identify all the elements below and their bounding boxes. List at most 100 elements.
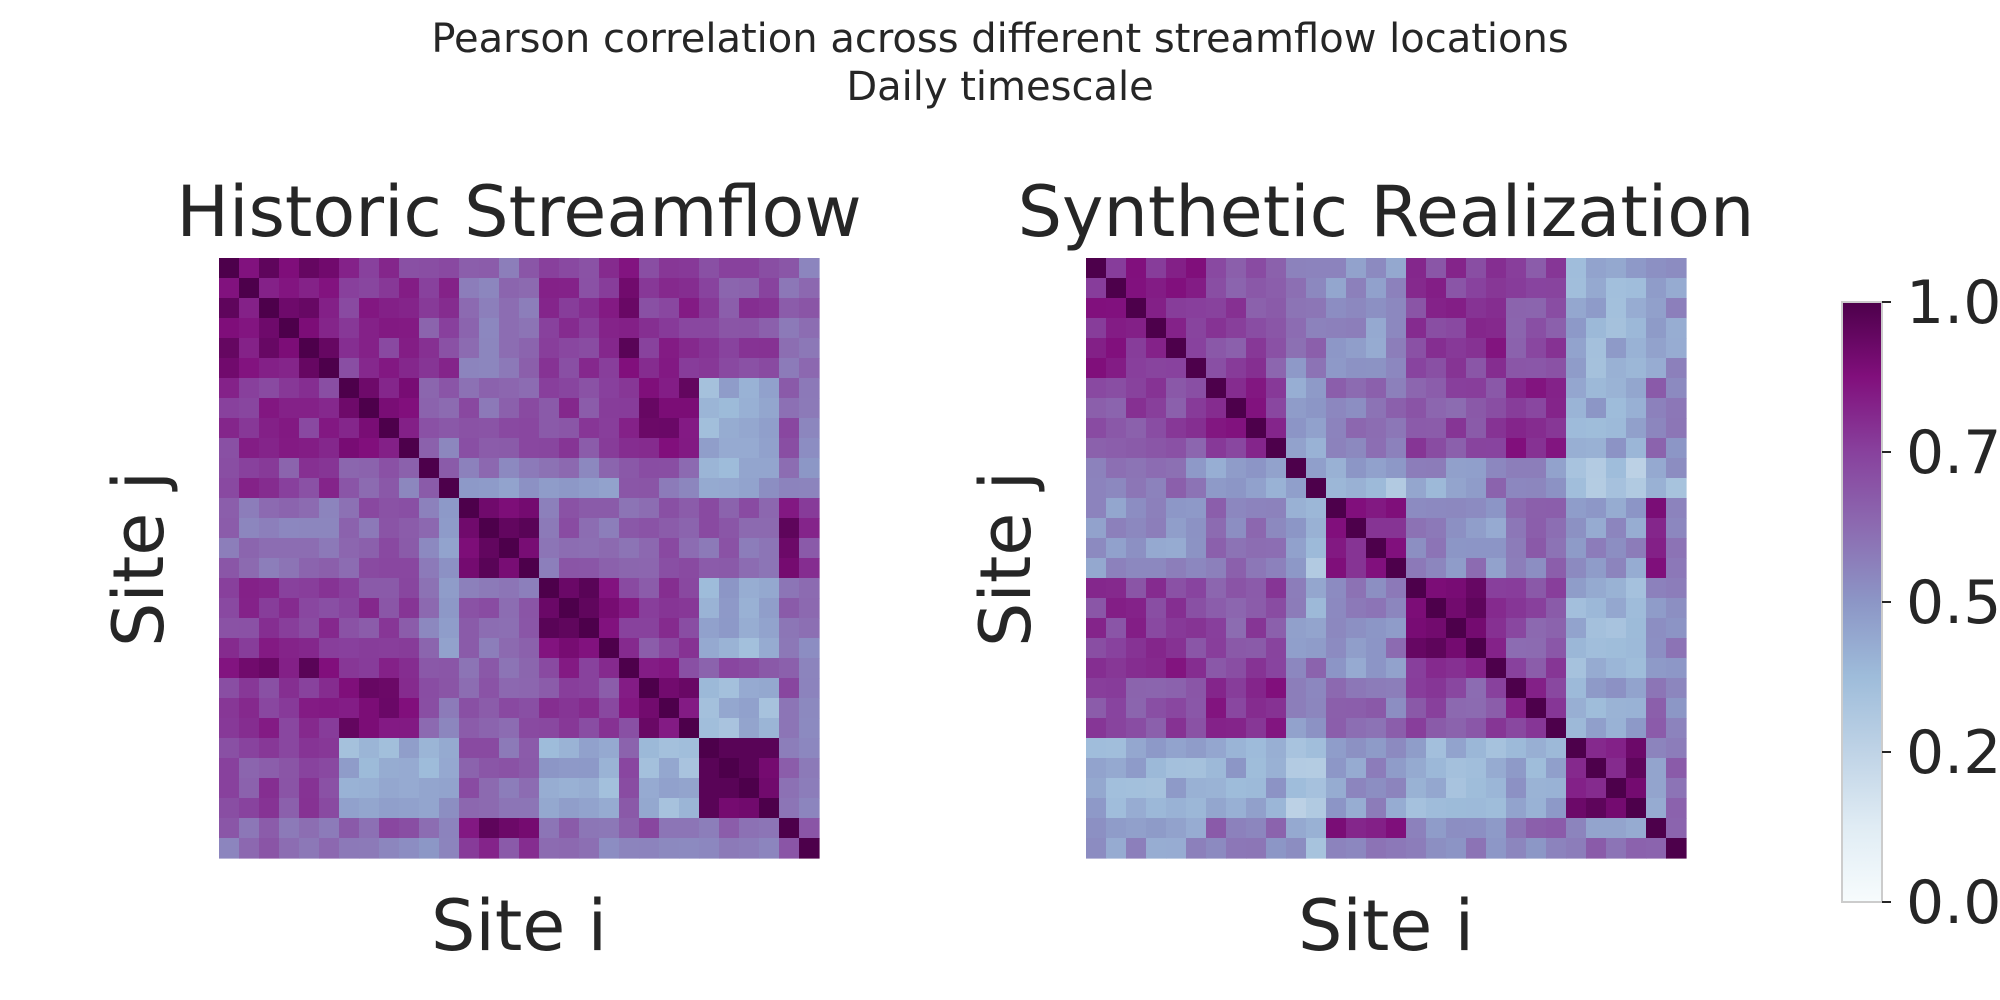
heatmap-cell xyxy=(679,758,700,779)
heatmap-cell xyxy=(1326,578,1347,599)
heatmap-cell xyxy=(679,338,700,359)
heatmap-cell xyxy=(1146,738,1167,759)
heatmap-cell xyxy=(1206,578,1227,599)
heatmap-cell xyxy=(1206,718,1227,739)
heatmap-cell xyxy=(619,378,640,399)
heatmap-cell xyxy=(1306,838,1327,859)
heatmap-cell xyxy=(739,458,760,479)
heatmap-cell xyxy=(379,498,400,519)
heatmap-cell xyxy=(559,658,580,679)
heatmap-cell xyxy=(1506,638,1527,659)
heatmap-cell xyxy=(559,558,580,579)
heatmap-cell xyxy=(779,678,800,699)
heatmap-cell xyxy=(1646,478,1667,499)
heatmap-cell xyxy=(239,298,260,319)
heatmap-cell xyxy=(639,358,660,379)
heatmap-cell xyxy=(1426,258,1447,279)
heatmap-cell xyxy=(1666,738,1687,759)
heatmap-cell xyxy=(359,498,380,519)
heatmap-cell xyxy=(1566,378,1587,399)
heatmap-cell xyxy=(1426,398,1447,419)
heatmap-cell xyxy=(359,698,380,719)
heatmap-cell xyxy=(599,458,620,479)
heatmap-cell xyxy=(539,458,560,479)
heatmap-cell xyxy=(1646,698,1667,719)
heatmap-cell xyxy=(1606,478,1627,499)
heatmap-cell xyxy=(1486,378,1507,399)
heatmap-cell xyxy=(619,258,640,279)
heatmap-cell xyxy=(1366,618,1387,639)
heatmap-cell xyxy=(1486,578,1507,599)
heatmap-cell xyxy=(499,518,520,539)
heatmap-cell xyxy=(1486,418,1507,439)
heatmap-cell xyxy=(719,718,740,739)
heatmap-cell xyxy=(459,578,480,599)
heatmap-cell xyxy=(519,598,540,619)
heatmap-cell xyxy=(719,458,740,479)
heatmap-cell xyxy=(339,318,360,339)
heatmap-cell xyxy=(1266,538,1287,559)
heatmap-cell xyxy=(1186,418,1207,439)
heatmap-cell xyxy=(779,718,800,739)
heatmap-cell xyxy=(279,258,300,279)
heatmap-cell xyxy=(719,258,740,279)
heatmap-cell xyxy=(359,338,380,359)
heatmap-cell xyxy=(759,698,780,719)
heatmap-cell xyxy=(1266,338,1287,359)
heatmap-cell xyxy=(1466,758,1487,779)
heatmap-cell xyxy=(1166,638,1187,659)
heatmap-cell xyxy=(259,838,280,859)
heatmap-cell xyxy=(539,698,560,719)
heatmap-cell xyxy=(1246,538,1267,559)
heatmap-cell xyxy=(419,778,440,799)
heatmap-cell xyxy=(1286,738,1307,759)
heatmap-cell xyxy=(1426,538,1447,559)
heatmap-cell xyxy=(1346,378,1367,399)
heatmap-cell xyxy=(1326,758,1347,779)
heatmap-cell xyxy=(1346,518,1367,539)
heatmap-cell xyxy=(1626,378,1647,399)
heatmap-cell xyxy=(279,838,300,859)
colorbar-tick-label: 0.7 xyxy=(1906,418,2000,488)
heatmap-cell xyxy=(1466,558,1487,579)
heatmap-cell xyxy=(1346,498,1367,519)
heatmap-cell xyxy=(399,838,420,859)
heatmap-cell xyxy=(379,558,400,579)
heatmap-cell xyxy=(1326,638,1347,659)
heatmap-cell xyxy=(1226,358,1247,379)
heatmap-cell xyxy=(259,578,280,599)
heatmap-cell xyxy=(1326,258,1347,279)
heatmap-cell xyxy=(1386,378,1407,399)
heatmap-cell xyxy=(599,798,620,819)
heatmap-cell xyxy=(479,678,500,699)
heatmap-cell xyxy=(1546,618,1567,639)
heatmap-cell xyxy=(1646,278,1667,299)
heatmap-cell xyxy=(1426,638,1447,659)
heatmap-cell xyxy=(1446,618,1467,639)
heatmap-cell xyxy=(459,478,480,499)
heatmap-cell xyxy=(639,718,660,739)
heatmap-cell xyxy=(719,638,740,659)
heatmap-cell xyxy=(279,638,300,659)
heatmap-cell xyxy=(1566,698,1587,719)
panel-title-synthetic: Synthetic Realization xyxy=(1018,171,1755,253)
heatmap-cell xyxy=(1626,778,1647,799)
heatmap-cell xyxy=(399,738,420,759)
heatmap-cell xyxy=(1406,658,1427,679)
heatmap-cell xyxy=(679,498,700,519)
heatmap-cell xyxy=(759,338,780,359)
heatmap-cell xyxy=(1286,338,1307,359)
heatmap-cell xyxy=(1526,318,1547,339)
heatmap-cells-historic xyxy=(219,258,820,859)
heatmap-cell xyxy=(1486,258,1507,279)
heatmap-cell xyxy=(759,438,780,459)
heatmap-cell xyxy=(1286,478,1307,499)
heatmap-cell xyxy=(1266,278,1287,299)
heatmap-cell xyxy=(679,418,700,439)
heatmap-cell xyxy=(1246,478,1267,499)
heatmap-cell xyxy=(339,518,360,539)
heatmap-cell xyxy=(759,718,780,739)
heatmap-cell xyxy=(1426,758,1447,779)
heatmap-cell xyxy=(1146,278,1167,299)
heatmap-cell xyxy=(1646,658,1667,679)
